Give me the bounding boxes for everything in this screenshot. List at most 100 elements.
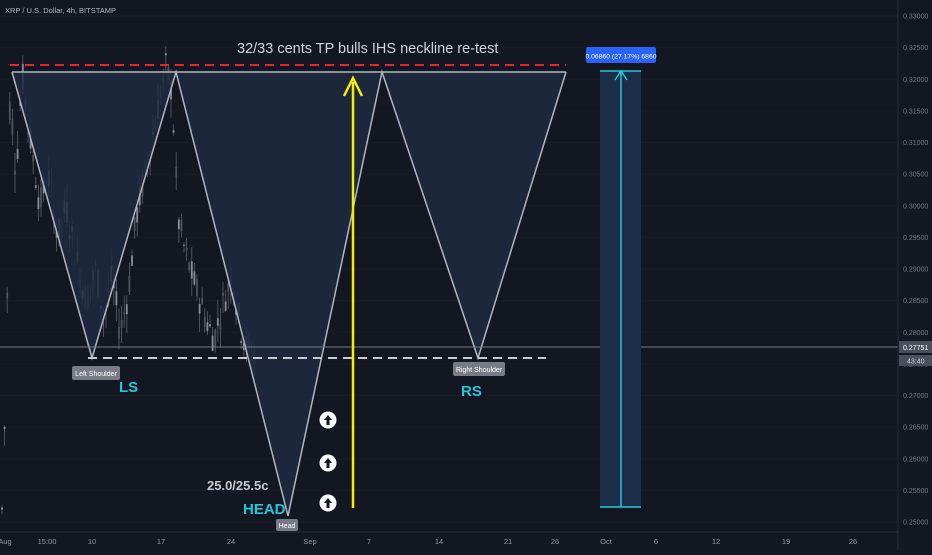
time-tick-label: Sep xyxy=(303,537,316,546)
price-tick-label: 0.31500 xyxy=(903,108,928,115)
candle-body xyxy=(190,261,193,279)
measure-badge-text: 0.06860 (27.17%) 6860 xyxy=(585,54,656,61)
candle-body xyxy=(123,312,126,315)
time-tick-label: 26 xyxy=(849,537,857,546)
time-axis[interactable]: Aug 15:00 10 17 24 Sep 7 14 21 26 Oct 6 12 19 26 xyxy=(0,531,898,546)
candle-body xyxy=(34,185,37,189)
right-shoulder-triangle xyxy=(382,72,566,358)
candle-body xyxy=(193,271,196,285)
price-tick-label: 0.26000 xyxy=(903,456,928,463)
candle-body xyxy=(219,323,222,329)
candle-body xyxy=(3,426,6,429)
right-shoulder-label: Right Shoulder xyxy=(456,367,503,374)
time-tick-label: 12 xyxy=(712,537,720,546)
price-tick-label: 0.28500 xyxy=(903,298,928,305)
time-tick-label: 24 xyxy=(227,537,235,546)
candle-body xyxy=(206,322,209,332)
candle-body xyxy=(177,219,180,230)
head-big-label: HEAD xyxy=(243,501,286,518)
candle-body xyxy=(211,335,214,352)
price-tick-label: 0.29500 xyxy=(903,235,928,242)
target-label: 25.0/25.5c xyxy=(207,478,268,493)
time-tick-label: 17 xyxy=(157,537,165,546)
candle-body xyxy=(203,316,206,327)
candle-body xyxy=(32,155,35,162)
candle-body xyxy=(224,301,227,311)
candle-body xyxy=(188,262,191,271)
candle-body xyxy=(164,53,167,56)
head-label: Head xyxy=(279,523,296,530)
time-tick-label: Oct xyxy=(600,537,613,546)
current-price-tag: 0.27751 43:40 xyxy=(899,341,932,366)
head-label-box xyxy=(276,519,298,531)
price-tick-label: 0.25500 xyxy=(903,488,928,495)
price-tick-label: 0.31000 xyxy=(903,140,928,147)
time-tick-label: 14 xyxy=(435,537,443,546)
price-tick-label: 0.26500 xyxy=(903,425,928,432)
head-triangle xyxy=(176,72,382,516)
right-shoulder-label-box xyxy=(453,362,505,376)
candle-body xyxy=(37,197,40,209)
left-shoulder-label-box xyxy=(72,366,120,380)
candle-body xyxy=(14,170,16,175)
time-tick-label: 15:00 xyxy=(38,537,57,546)
candle-body xyxy=(180,219,183,232)
price-tick-label: 0.27000 xyxy=(903,393,928,400)
candle-body xyxy=(40,187,42,208)
chart-title: 32/33 cents TP bulls IHS neckline re-tes… xyxy=(237,41,498,57)
price-tick-label: 0.29000 xyxy=(903,267,928,274)
time-tick-label: 7 xyxy=(367,537,371,546)
candle-body xyxy=(172,130,175,133)
rs-label: RS xyxy=(461,383,482,400)
current-price-value: 0.27751 xyxy=(903,345,928,352)
candle-body xyxy=(11,119,14,136)
price-tick-label: 0.32500 xyxy=(903,45,928,52)
price-tick-label: 0.32000 xyxy=(903,77,928,84)
candle-body xyxy=(131,255,133,266)
price-tick-label: 0.30000 xyxy=(903,203,928,210)
price-tick-label: 0.25000 xyxy=(903,520,928,527)
candle-body xyxy=(136,207,139,223)
candle-body xyxy=(133,217,136,232)
candle-body xyxy=(118,327,120,339)
candle-body xyxy=(175,167,178,177)
ihs-pattern[interactable] xyxy=(11,69,567,517)
candle-body xyxy=(209,323,211,327)
candle-body xyxy=(216,318,219,326)
projection-arrow-head xyxy=(614,69,628,81)
price-tick-label: 0.28000 xyxy=(903,330,928,337)
candle-body xyxy=(240,340,243,343)
symbol-header: XRP / U.S. Dollar, 4h, BITSTAMP xyxy=(5,6,116,15)
time-tick-label: Aug xyxy=(0,537,12,546)
time-tick-label: 6 xyxy=(654,537,658,546)
time-tick-label: 10 xyxy=(88,537,96,546)
left-shoulder-label: Left Shoulder xyxy=(75,371,117,378)
candle-body xyxy=(125,304,128,315)
candle-body xyxy=(201,297,204,304)
candle-body xyxy=(115,291,118,306)
candle-body xyxy=(227,283,230,292)
candle-body xyxy=(214,330,217,347)
candle-body xyxy=(128,275,131,292)
yellow-up-arrow xyxy=(342,75,364,508)
left-shoulder-triangle xyxy=(12,72,176,358)
time-tick-label: 26 xyxy=(551,537,559,546)
candle-body xyxy=(185,247,188,251)
candle-body xyxy=(55,231,58,238)
measure-projection[interactable]: 0.06860 (27.17%) 6860 xyxy=(585,47,657,508)
countdown-value: 43:40 xyxy=(907,359,925,366)
up-circle-icon xyxy=(319,494,337,512)
candle-body xyxy=(1,507,3,510)
candle-body xyxy=(8,101,11,120)
candle-body xyxy=(196,278,198,297)
price-tick-label: 0.30500 xyxy=(903,172,928,179)
up-circle-icon xyxy=(319,454,337,472)
time-tick-label: 21 xyxy=(504,537,512,546)
up-circle-icon xyxy=(319,411,337,429)
time-tick-label: 19 xyxy=(782,537,790,546)
candle-body xyxy=(222,292,224,296)
candle-body xyxy=(198,304,201,314)
measure-badge xyxy=(586,47,656,63)
